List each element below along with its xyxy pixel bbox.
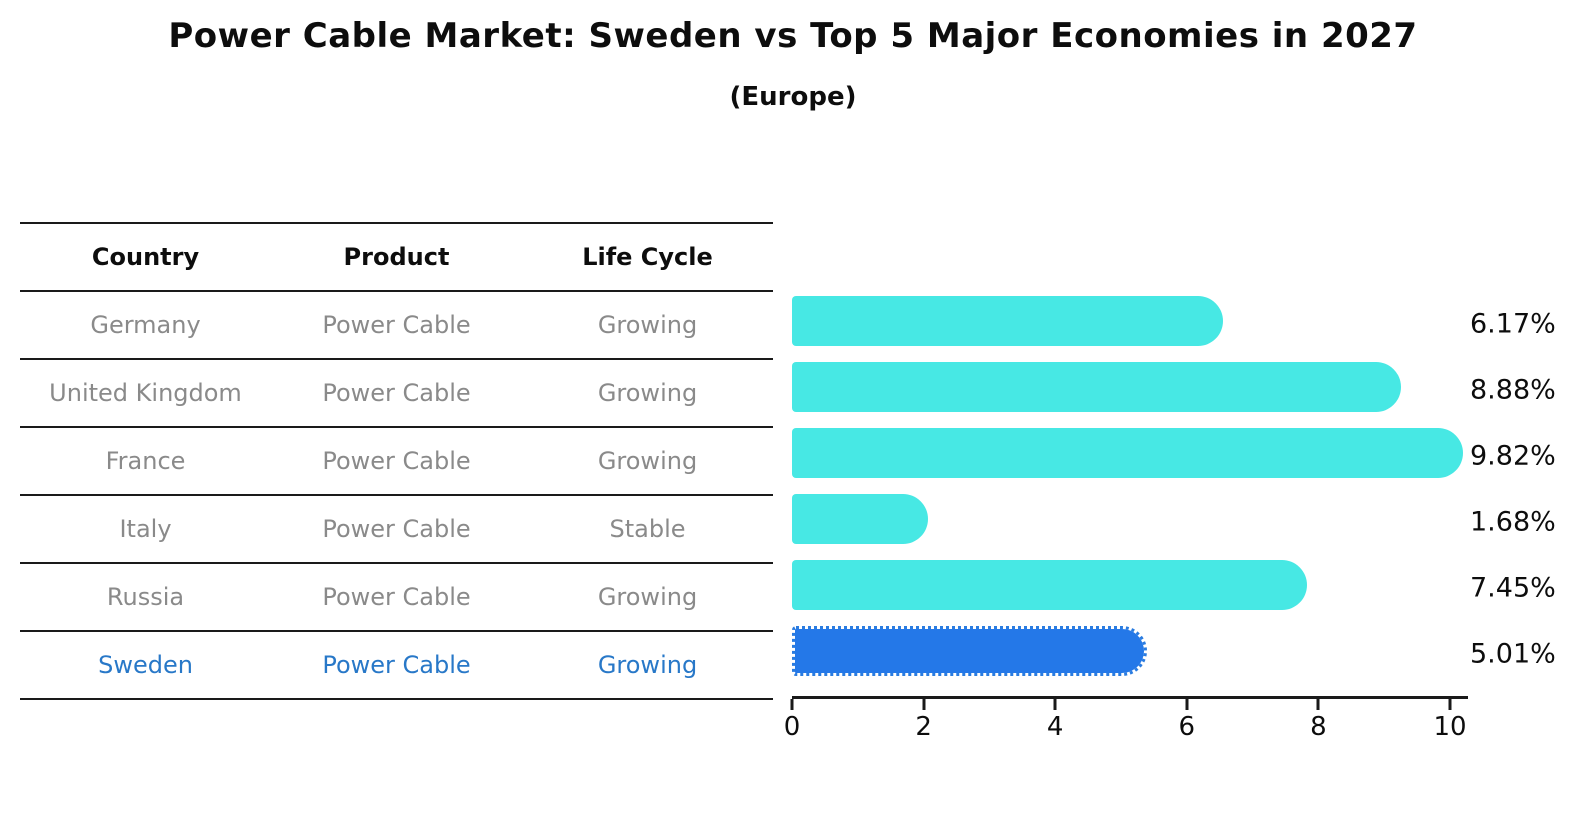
value-label-france: 9.82%: [1470, 440, 1556, 472]
table-cell-country: Italy: [119, 515, 172, 543]
table-cell-life-cycle: Growing: [597, 583, 698, 611]
bar-sweden: [792, 626, 1147, 676]
value-label-germany: 6.17%: [1470, 308, 1556, 340]
table-cell-life-cycle: Growing: [597, 447, 698, 475]
table-cell-life-cycle: Stable: [609, 515, 686, 543]
table-row-france: France Power Cable Growing: [20, 426, 773, 494]
table-cell-country: Country: [91, 243, 200, 271]
table-cell-product: Power Cable: [322, 515, 471, 543]
table-cell-country: Germany: [90, 311, 201, 339]
x-tick-label-6: 6: [1178, 712, 1196, 742]
table-cell-country: Sweden: [98, 651, 193, 679]
table-cell-product: Power Cable: [322, 379, 471, 407]
table-cell-life-cycle: Growing: [597, 651, 698, 679]
table-cell-life-cycle: Growing: [597, 311, 698, 339]
x-tick-label-0: 0: [783, 712, 801, 742]
x-tick-mark-6: [1185, 699, 1189, 710]
table-row-italy: Italy Power Cable Stable: [20, 494, 773, 562]
table-cell-product: Power Cable: [322, 311, 471, 339]
country-table: Country Product Life Cycle Germany Power Cab…: [20, 222, 773, 700]
chart-subtitle: (Europe): [729, 82, 857, 112]
table-cell-country: France: [105, 447, 186, 475]
table-header-row: Country Product Life Cycle: [20, 222, 773, 290]
x-axis-line: [792, 696, 1468, 699]
value-label-italy: 1.68%: [1470, 506, 1556, 538]
x-tick-mark-8: [1316, 699, 1320, 710]
table-row-germany: Germany Power Cable Growing: [20, 290, 773, 358]
table-row-sweden: Sweden Power Cable Growing: [20, 630, 773, 700]
table-cell-product: Product: [343, 243, 450, 271]
value-label-sweden: 5.01%: [1470, 638, 1556, 670]
bar-russia: [792, 560, 1307, 610]
x-tick-label-2: 2: [915, 712, 932, 742]
table-row-united-kingdom: United Kingdom Power Cable Growing: [20, 358, 773, 426]
x-tick-mark-2: [922, 699, 926, 710]
x-tick-label-10: 10: [1433, 712, 1467, 742]
table-cell-product: Power Cable: [322, 583, 471, 611]
table-cell-country: United Kingdom: [49, 379, 242, 407]
x-tick-mark-10: [1448, 699, 1452, 710]
x-tick-label-4: 4: [1046, 712, 1064, 742]
table-cell-life-cycle: Life Cycle: [582, 243, 713, 271]
bar-italy: [792, 494, 928, 544]
bar-germany: [792, 296, 1223, 346]
table-cell-product: Power Cable: [322, 651, 471, 679]
chart-title: Power Cable Market: Sweden vs Top 5 Majo…: [168, 16, 1418, 56]
bar-france: [792, 428, 1463, 478]
table-row-russia: Russia Power Cable Growing: [20, 562, 773, 630]
value-label-united-kingdom: 8.88%: [1470, 374, 1556, 406]
x-tick-label-8: 8: [1310, 712, 1327, 742]
bar-united-kingdom: [792, 362, 1401, 412]
table-cell-life-cycle: Growing: [597, 379, 698, 407]
table-cell-product: Power Cable: [322, 447, 471, 475]
x-tick-mark-0: [790, 699, 794, 710]
x-tick-mark-4: [1053, 699, 1057, 710]
table-cell-country: Russia: [106, 583, 185, 611]
value-label-russia: 7.45%: [1470, 572, 1556, 604]
